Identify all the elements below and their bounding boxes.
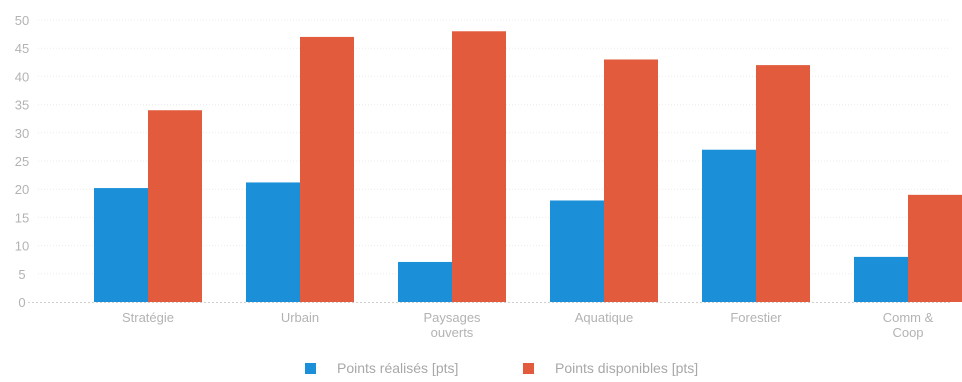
x-tick-label: Urbain xyxy=(281,310,319,325)
legend-swatch-0 xyxy=(305,363,316,374)
bar-disponibles-1 xyxy=(300,36,354,303)
y-tick-label: 0 xyxy=(18,295,25,310)
bar-realises-2 xyxy=(398,261,452,302)
bars-layer xyxy=(94,31,962,303)
x-tick-label-line: ouverts xyxy=(431,325,474,340)
x-tick-label: Comm & Coop xyxy=(883,310,934,340)
bar-disponibles-2 xyxy=(452,31,506,303)
x-tick-label-line: Stratégie xyxy=(122,310,174,325)
y-tick-label: 30 xyxy=(15,126,29,141)
x-tick-label-line: Urbain xyxy=(281,310,319,325)
bar-realises-1 xyxy=(246,182,300,302)
bar-realises-3 xyxy=(550,200,604,302)
y-tick-label: 5 xyxy=(18,267,25,282)
bar-disponibles-5 xyxy=(908,194,962,302)
bar-disponibles-4 xyxy=(756,65,810,303)
y-axis: 0 5 10 15 20 25 30 35 40 45 50 xyxy=(15,13,29,310)
x-axis: Stratégie Urbain Paysages ouverts Aquatique F… xyxy=(28,302,950,340)
y-tick-label: 35 xyxy=(15,98,29,113)
y-tick-label: 20 xyxy=(15,182,29,197)
bar-realises-5 xyxy=(854,256,908,302)
x-tick-label: Stratégie xyxy=(122,310,174,325)
y-tick-label: 25 xyxy=(15,154,29,169)
legend: Points réalisés [pts] Points disponibles … xyxy=(305,360,698,376)
x-tick-label-line: Comm & xyxy=(883,310,934,325)
x-tick-label: Aquatique xyxy=(575,310,634,325)
y-tick-label: 10 xyxy=(15,239,29,254)
legend-swatch-1 xyxy=(523,363,534,374)
legend-label-0: Points réalisés [pts] xyxy=(337,360,458,376)
y-tick-label: 45 xyxy=(15,41,29,56)
x-tick-label-line: Paysages xyxy=(423,310,481,325)
bar-realises-0 xyxy=(94,188,148,302)
y-tick-label: 15 xyxy=(15,210,29,225)
x-tick-label-line: Forestier xyxy=(730,310,782,325)
x-tick-label: Forestier xyxy=(730,310,782,325)
bar-disponibles-3 xyxy=(604,59,658,303)
bar-realises-4 xyxy=(702,149,756,302)
y-tick-label: 40 xyxy=(15,69,29,84)
x-tick-label-line: Aquatique xyxy=(575,310,634,325)
legend-label-1: Points disponibles [pts] xyxy=(555,360,698,376)
x-tick-label: Paysages ouverts xyxy=(423,310,481,340)
x-tick-label-line: Coop xyxy=(892,325,923,340)
bar-disponibles-0 xyxy=(148,110,202,303)
y-tick-label: 50 xyxy=(15,13,29,28)
